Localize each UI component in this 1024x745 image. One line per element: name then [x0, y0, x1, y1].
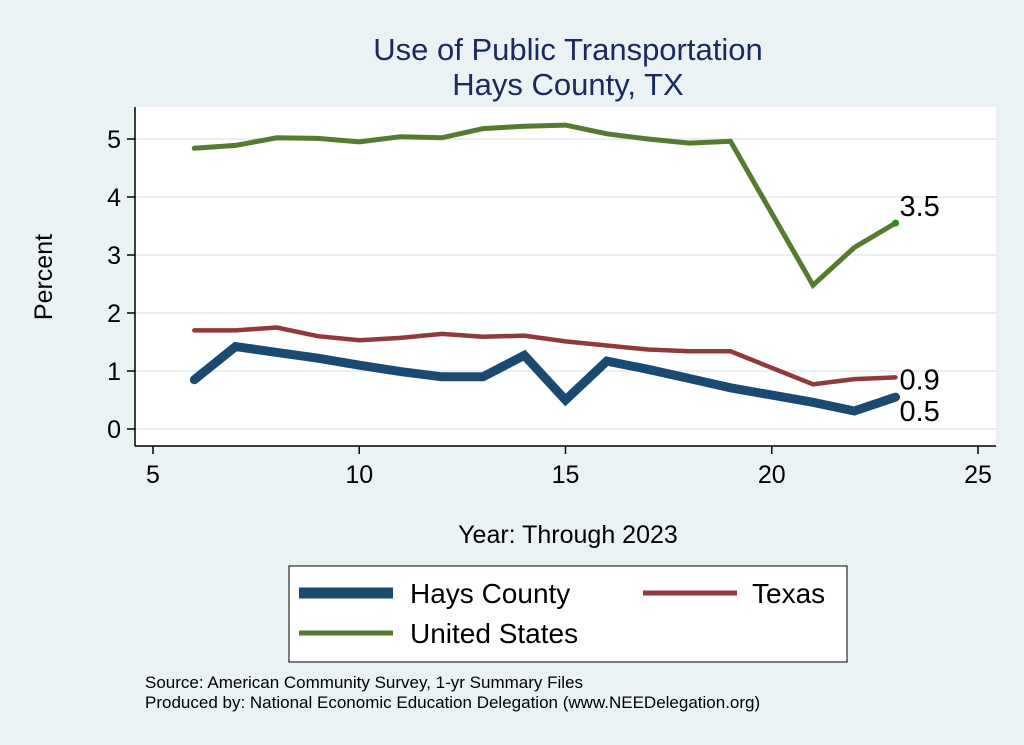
series-line-united-states — [191, 122, 898, 290]
legend-label-texas: Texas — [752, 578, 825, 609]
x-tick-label: 15 — [552, 461, 580, 489]
source-note: Source: American Community Survey, 1-yr … — [145, 673, 583, 692]
series-line-hays-county — [189, 341, 900, 416]
chart-title-line-1: Use of Public Transportation — [373, 32, 762, 67]
end-label-texas: 0.9 — [900, 364, 940, 396]
grid — [135, 138, 996, 430]
produced-by-note: Produced by: National Economic Education… — [145, 693, 760, 712]
chart-title-line-2: Hays County, TX — [452, 67, 684, 102]
x-tick-label: 20 — [758, 461, 786, 489]
y-tick-label: 3 — [107, 242, 121, 270]
end-label-hays-county: 0.5 — [900, 396, 940, 428]
series-lines — [189, 122, 900, 416]
y-tick-label: 2 — [107, 300, 121, 328]
end-labels: 0.50.9 3.5 — [900, 191, 940, 428]
y-axis-title: Percent — [30, 234, 58, 320]
y-tick-label: 5 — [107, 126, 121, 154]
x-axis-title: Year: Through 2023 — [458, 521, 678, 549]
legend-label-hays-county: Hays County — [410, 578, 570, 609]
legend-label-united-states: United States — [410, 618, 578, 649]
series-line-texas — [192, 325, 898, 387]
x-tick-label: 5 — [146, 461, 160, 489]
x-tick-label: 10 — [345, 461, 373, 489]
plot-background — [135, 107, 996, 446]
end-label-united-states: 3.5 — [900, 191, 940, 223]
y-tick-label: 0 — [107, 416, 121, 444]
x-tick-label: 25 — [964, 461, 992, 489]
axes: 0 1 2 3 4 5 5 10 15 20 25 — [107, 107, 996, 489]
legend-box — [288, 565, 848, 663]
y-tick-label: 4 — [107, 184, 121, 212]
y-tick-label: 1 — [107, 358, 121, 386]
end-marker-united-states — [892, 219, 899, 227]
legend: Hays County Texas United States — [288, 565, 848, 663]
